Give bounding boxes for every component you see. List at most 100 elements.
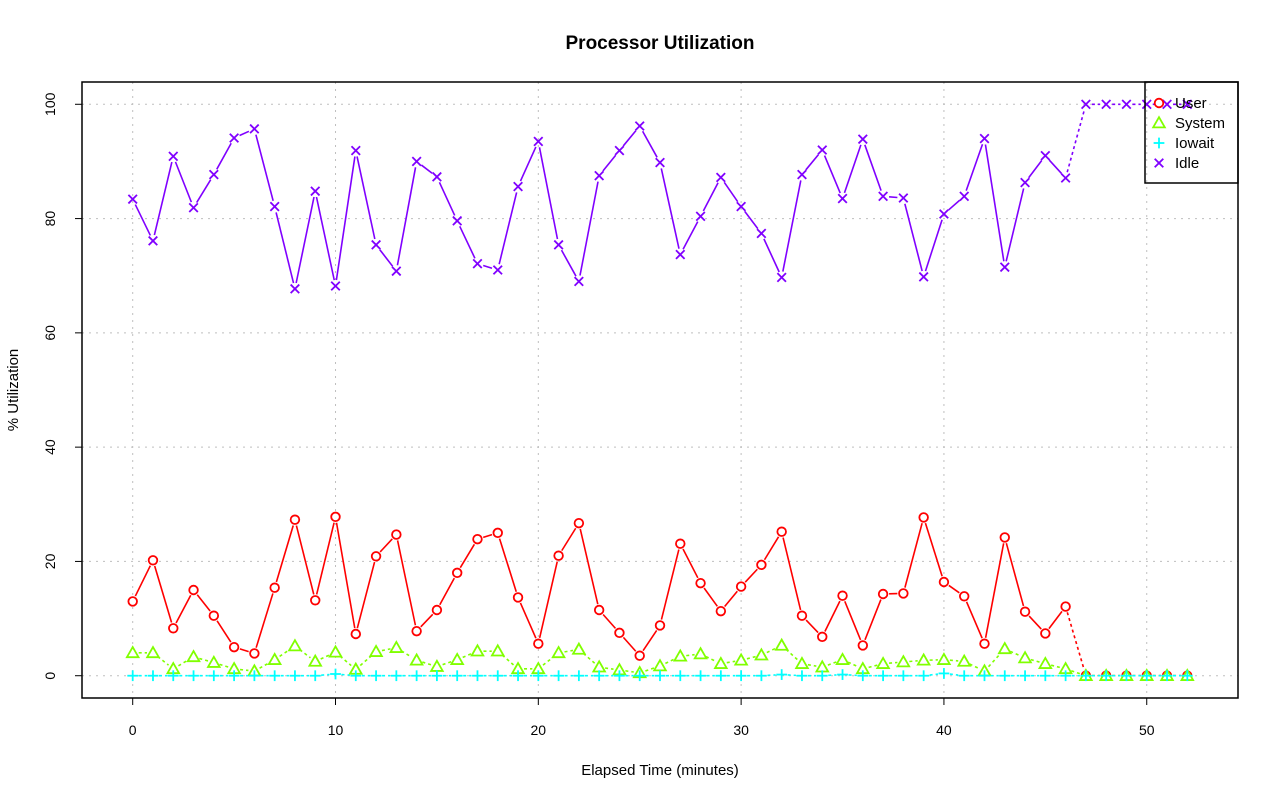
data-point bbox=[1041, 629, 1050, 638]
series-segment bbox=[950, 660, 958, 661]
data-point bbox=[330, 646, 342, 656]
data-point bbox=[999, 643, 1011, 653]
series-segment bbox=[341, 675, 349, 676]
data-point bbox=[169, 152, 178, 161]
x-tick-label: 40 bbox=[936, 722, 952, 738]
data-point bbox=[169, 624, 178, 633]
data-point bbox=[127, 670, 138, 681]
series-segment bbox=[483, 535, 492, 538]
data-point bbox=[999, 670, 1010, 681]
data-point bbox=[736, 670, 747, 681]
data-point bbox=[472, 645, 484, 655]
data-point bbox=[818, 146, 827, 155]
series-segment bbox=[316, 197, 334, 280]
data-point bbox=[837, 654, 849, 664]
data-point bbox=[230, 643, 239, 652]
data-point bbox=[452, 670, 463, 681]
data-point bbox=[188, 670, 199, 681]
data-point bbox=[615, 629, 624, 638]
series-segment bbox=[421, 614, 433, 626]
series-segment bbox=[1006, 543, 1023, 606]
series-segment bbox=[783, 180, 801, 271]
data-point bbox=[149, 556, 158, 565]
y-axis-label: % Utilization bbox=[5, 349, 22, 432]
series-segment bbox=[443, 662, 452, 665]
data-point bbox=[370, 646, 382, 656]
series-segment bbox=[580, 182, 598, 276]
series-segment bbox=[565, 650, 573, 651]
data-point bbox=[210, 611, 219, 620]
legend-label: Idle bbox=[1175, 155, 1199, 172]
series-segment bbox=[967, 602, 983, 638]
data-point bbox=[1019, 652, 1031, 662]
series-segment bbox=[539, 147, 557, 239]
series-segment bbox=[704, 588, 717, 606]
series-segment bbox=[986, 543, 1004, 637]
data-point bbox=[492, 645, 504, 655]
series-segment bbox=[1049, 611, 1062, 628]
data-point bbox=[1021, 178, 1030, 187]
data-point bbox=[230, 134, 239, 143]
data-point bbox=[575, 519, 584, 528]
series-segment bbox=[422, 662, 431, 665]
series-segment bbox=[357, 562, 374, 628]
series-segment bbox=[256, 593, 273, 647]
series-segment bbox=[806, 155, 819, 170]
series-segment bbox=[398, 540, 416, 625]
data-point bbox=[877, 658, 889, 668]
data-point bbox=[331, 282, 340, 291]
data-point bbox=[208, 670, 219, 681]
data-point bbox=[188, 651, 200, 661]
data-point bbox=[593, 661, 605, 671]
data-point bbox=[635, 122, 644, 131]
data-point bbox=[351, 146, 360, 155]
data-point bbox=[737, 582, 746, 591]
data-point bbox=[735, 654, 747, 664]
series-segment bbox=[499, 192, 516, 264]
data-point bbox=[1000, 533, 1009, 542]
series-segment bbox=[240, 649, 249, 652]
x-tick-label: 50 bbox=[1139, 722, 1155, 738]
data-point bbox=[290, 670, 301, 681]
data-point bbox=[798, 611, 807, 620]
legend-label: System bbox=[1175, 115, 1225, 132]
data-point bbox=[411, 670, 422, 681]
data-point bbox=[798, 170, 807, 179]
series-segment bbox=[806, 620, 818, 632]
data-point bbox=[127, 647, 139, 657]
data-point bbox=[451, 654, 463, 664]
series-segment bbox=[520, 147, 535, 181]
series-segment bbox=[175, 162, 191, 202]
data-point bbox=[270, 202, 279, 211]
data-point bbox=[695, 670, 706, 681]
data-point bbox=[492, 670, 503, 681]
data-point bbox=[859, 135, 868, 144]
data-point bbox=[1020, 670, 1031, 681]
series-segment bbox=[583, 653, 594, 663]
data-point bbox=[250, 649, 259, 658]
data-point bbox=[554, 551, 563, 560]
data-point bbox=[838, 591, 847, 600]
series-segment bbox=[397, 167, 415, 265]
series-segment bbox=[865, 145, 881, 191]
series-segment bbox=[889, 663, 897, 664]
series-segment bbox=[1071, 671, 1080, 674]
legend-marker bbox=[1155, 159, 1164, 168]
data-point bbox=[433, 606, 442, 615]
data-point bbox=[777, 273, 786, 282]
series-segment bbox=[625, 671, 633, 672]
series-segment bbox=[925, 523, 942, 576]
series-segment bbox=[825, 156, 841, 193]
data-point bbox=[777, 527, 786, 536]
data-point bbox=[553, 670, 564, 681]
data-point bbox=[433, 173, 442, 182]
data-point bbox=[655, 670, 666, 681]
legend-label: User bbox=[1175, 95, 1207, 112]
data-point bbox=[269, 654, 281, 664]
data-point bbox=[816, 661, 828, 671]
series-segment bbox=[825, 601, 840, 631]
series-user bbox=[128, 513, 1191, 680]
data-point bbox=[960, 592, 969, 601]
data-point bbox=[412, 627, 421, 636]
